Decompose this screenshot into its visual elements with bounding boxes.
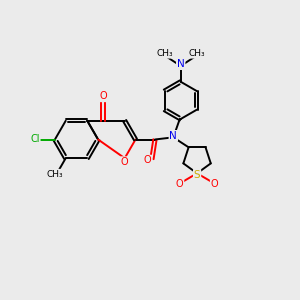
Text: Cl: Cl (30, 134, 40, 145)
Text: O: O (121, 157, 128, 167)
Text: O: O (176, 179, 184, 189)
Text: O: O (99, 92, 107, 101)
Text: O: O (211, 179, 218, 189)
Text: CH₃: CH₃ (188, 49, 205, 58)
Text: S: S (194, 170, 200, 180)
Text: N: N (177, 59, 184, 69)
Text: O: O (144, 155, 151, 165)
Text: N: N (169, 131, 177, 141)
Text: CH₃: CH₃ (157, 49, 173, 58)
Text: CH₃: CH₃ (47, 169, 63, 178)
